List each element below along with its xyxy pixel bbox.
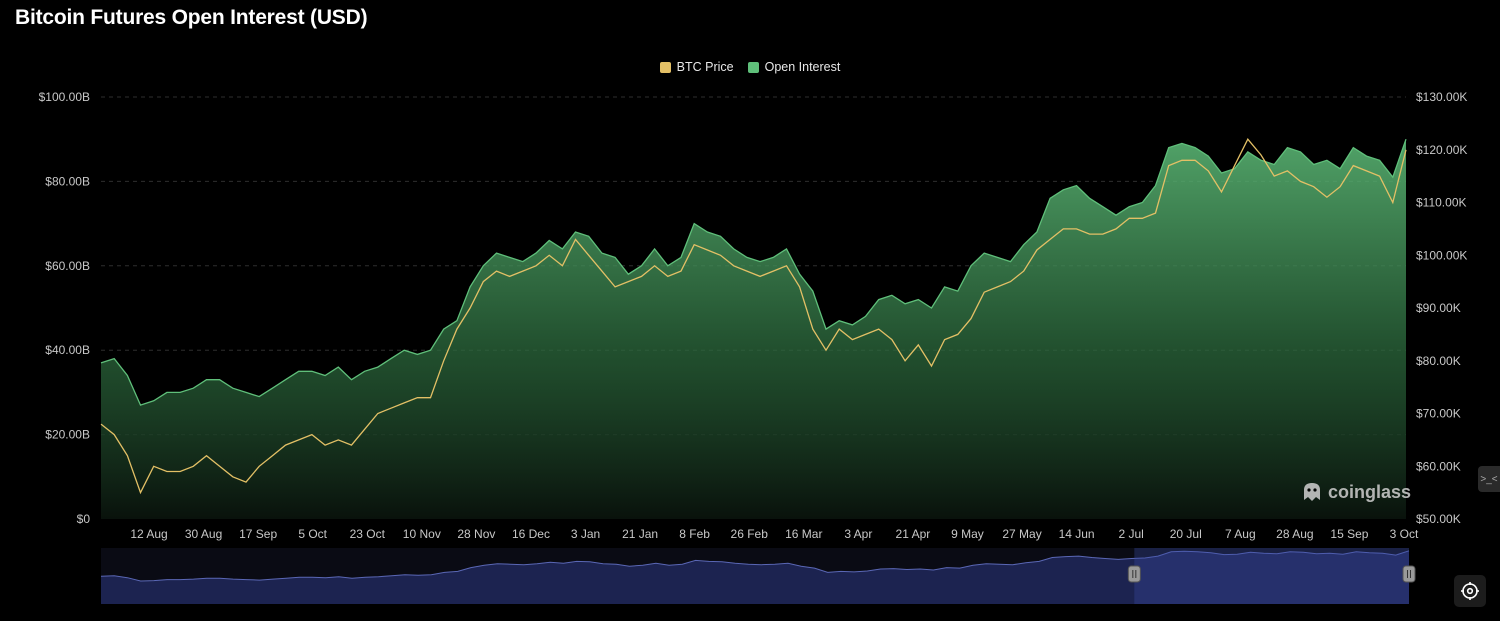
y-left-tick-label: $0	[77, 512, 91, 526]
navigator-area	[101, 550, 1409, 604]
legend-item-btc-price[interactable]: BTC Price	[659, 60, 734, 74]
settings-icon	[1461, 582, 1479, 600]
y-right-tick-label: $80.00K	[1416, 354, 1461, 368]
x-tick-label: 3 Apr	[844, 527, 872, 541]
x-tick-label: 28 Aug	[1276, 527, 1313, 541]
legend-label-btc-price: BTC Price	[676, 60, 734, 74]
y-right-tick-label: $90.00K	[1416, 301, 1461, 315]
y-axis-right: $50.00K $60.00K $70.00K $80.00K $90.00K $100.…	[1416, 90, 1467, 526]
y-left-tick-label: $60.00B	[45, 259, 90, 273]
open-interest-swatch	[747, 61, 759, 73]
navigator-handle-left[interactable]	[1127, 565, 1141, 583]
y-axis-left: $0 $20.00B $40.00B $60.00B $80.00B $100.00B	[39, 90, 91, 526]
chart-legend: BTC Price Open Interest	[0, 60, 1500, 74]
x-tick-label: 3 Jan	[571, 527, 600, 541]
x-tick-label: 21 Apr	[896, 527, 931, 541]
x-axis: 12 Aug 30 Aug 17 Sep 5 Oct 23 Oct 10 Nov 28 No…	[130, 527, 1419, 541]
y-right-tick-label: $120.00K	[1416, 143, 1467, 157]
btc-price-swatch	[659, 61, 671, 73]
y-right-tick-label: $130.00K	[1416, 90, 1467, 104]
x-tick-label: 21 Jan	[622, 527, 658, 541]
y-left-tick-label: $20.00B	[45, 428, 90, 442]
x-tick-label: 28 Nov	[457, 527, 495, 541]
navigator-handle-right[interactable]	[1402, 565, 1416, 583]
y-right-tick-label: $100.00K	[1416, 248, 1467, 262]
x-tick-label: 7 Aug	[1225, 527, 1256, 541]
btc-price-line	[100, 138, 1407, 495]
side-panel-tab[interactable]: >_<	[1478, 466, 1500, 492]
x-tick-label: 15 Sep	[1330, 527, 1368, 541]
x-tick-label: 26 Feb	[731, 527, 769, 541]
x-tick-label: 30 Aug	[185, 527, 222, 541]
open-interest-area	[101, 139, 1406, 519]
x-tick-label: 20 Jul	[1170, 527, 1202, 541]
x-tick-label: 16 Mar	[785, 527, 822, 541]
y-right-tick-label: $70.00K	[1416, 407, 1461, 421]
page-title: Bitcoin Futures Open Interest (USD)	[15, 6, 368, 29]
watermark-text: coinglass	[1328, 481, 1412, 502]
x-tick-label: 2 Jul	[1118, 527, 1143, 541]
coinglass-watermark: coinglass	[1300, 480, 1411, 504]
coinglass-logo-icon	[1304, 483, 1320, 501]
x-tick-label: 14 Jun	[1059, 527, 1095, 541]
y-left-tick-label: $80.00B	[45, 174, 90, 188]
x-tick-label: 9 May	[951, 527, 984, 541]
y-right-tick-label: $110.00K	[1416, 196, 1467, 210]
y-left-tick-label: $40.00B	[45, 343, 90, 357]
navigator-selection[interactable]	[1134, 548, 1409, 604]
settings-button[interactable]	[1454, 575, 1486, 607]
x-tick-label: 5 Oct	[298, 527, 327, 541]
x-tick-label: 17 Sep	[239, 527, 277, 541]
x-tick-label: 16 Dec	[512, 527, 550, 541]
legend-item-open-interest[interactable]: Open Interest	[747, 60, 841, 74]
x-tick-label: 3 Oct	[1390, 527, 1419, 541]
open-interest-line	[100, 138, 1407, 406]
x-tick-label: 12 Aug	[130, 527, 167, 541]
x-tick-label: 10 Nov	[403, 527, 441, 541]
x-tick-label: 8 Feb	[679, 527, 710, 541]
y-right-tick-label: $50.00K	[1416, 512, 1461, 526]
range-navigator[interactable]	[100, 548, 1416, 604]
y-left-tick-label: $100.00B	[39, 90, 90, 104]
y-right-tick-label: $60.00K	[1416, 459, 1461, 473]
navigator-line	[100, 550, 1410, 582]
side-tab-label: >_<	[1480, 473, 1498, 485]
x-tick-label: 27 May	[1002, 527, 1041, 541]
legend-label-open-interest: Open Interest	[764, 60, 841, 74]
x-tick-label: 23 Oct	[350, 527, 386, 541]
